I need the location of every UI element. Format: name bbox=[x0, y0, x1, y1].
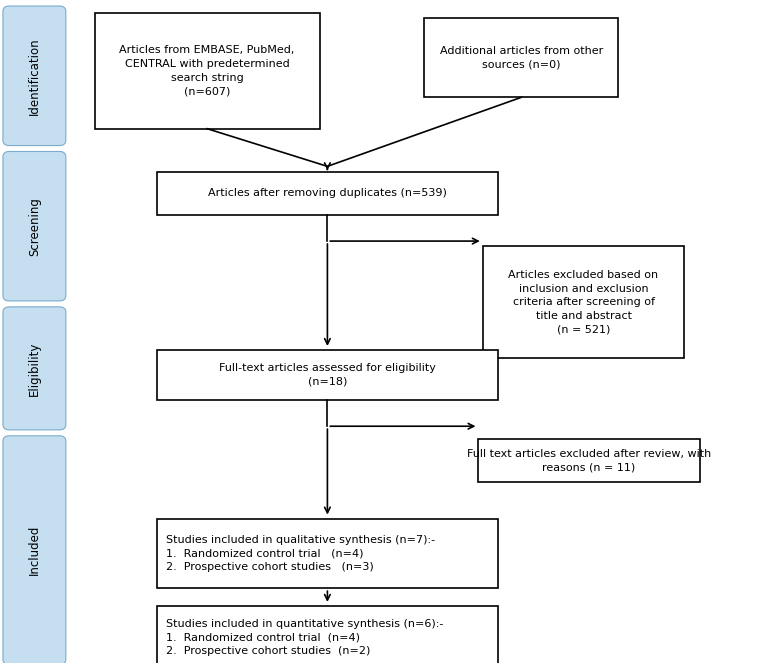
FancyBboxPatch shape bbox=[425, 18, 619, 97]
Text: Articles from EMBASE, PubMed,
CENTRAL with predetermined
search string
(n=607): Articles from EMBASE, PubMed, CENTRAL wi… bbox=[119, 45, 294, 96]
Text: Eligibility: Eligibility bbox=[28, 341, 41, 396]
Text: Screening: Screening bbox=[28, 197, 41, 256]
FancyBboxPatch shape bbox=[3, 151, 65, 301]
Text: Studies included in qualitative synthesis (n=7):-
1.  Randomized control trial  : Studies included in qualitative synthesi… bbox=[166, 535, 435, 572]
FancyBboxPatch shape bbox=[157, 172, 499, 214]
FancyBboxPatch shape bbox=[157, 519, 499, 588]
Text: Articles after removing duplicates (n=539): Articles after removing duplicates (n=53… bbox=[208, 188, 447, 198]
Text: Additional articles from other
sources (n=0): Additional articles from other sources (… bbox=[440, 46, 603, 70]
FancyBboxPatch shape bbox=[3, 436, 65, 664]
Text: Full text articles excluded after review, with
reasons (n = 11): Full text articles excluded after review… bbox=[467, 449, 711, 473]
FancyBboxPatch shape bbox=[478, 440, 700, 483]
Text: Full-text articles assessed for eligibility
(n=18): Full-text articles assessed for eligibil… bbox=[219, 363, 435, 386]
Text: Studies included in quantitative synthesis (n=6):-
1.  Randomized control trial : Studies included in quantitative synthes… bbox=[166, 619, 443, 656]
FancyBboxPatch shape bbox=[483, 246, 685, 359]
FancyBboxPatch shape bbox=[94, 13, 319, 129]
Text: Identification: Identification bbox=[28, 37, 41, 115]
FancyBboxPatch shape bbox=[3, 6, 65, 145]
FancyBboxPatch shape bbox=[157, 350, 499, 400]
Text: Articles excluded based on
inclusion and exclusion
criteria after screening of
t: Articles excluded based on inclusion and… bbox=[509, 270, 658, 335]
FancyBboxPatch shape bbox=[157, 606, 499, 664]
FancyBboxPatch shape bbox=[3, 307, 65, 430]
Text: Included: Included bbox=[28, 525, 41, 576]
